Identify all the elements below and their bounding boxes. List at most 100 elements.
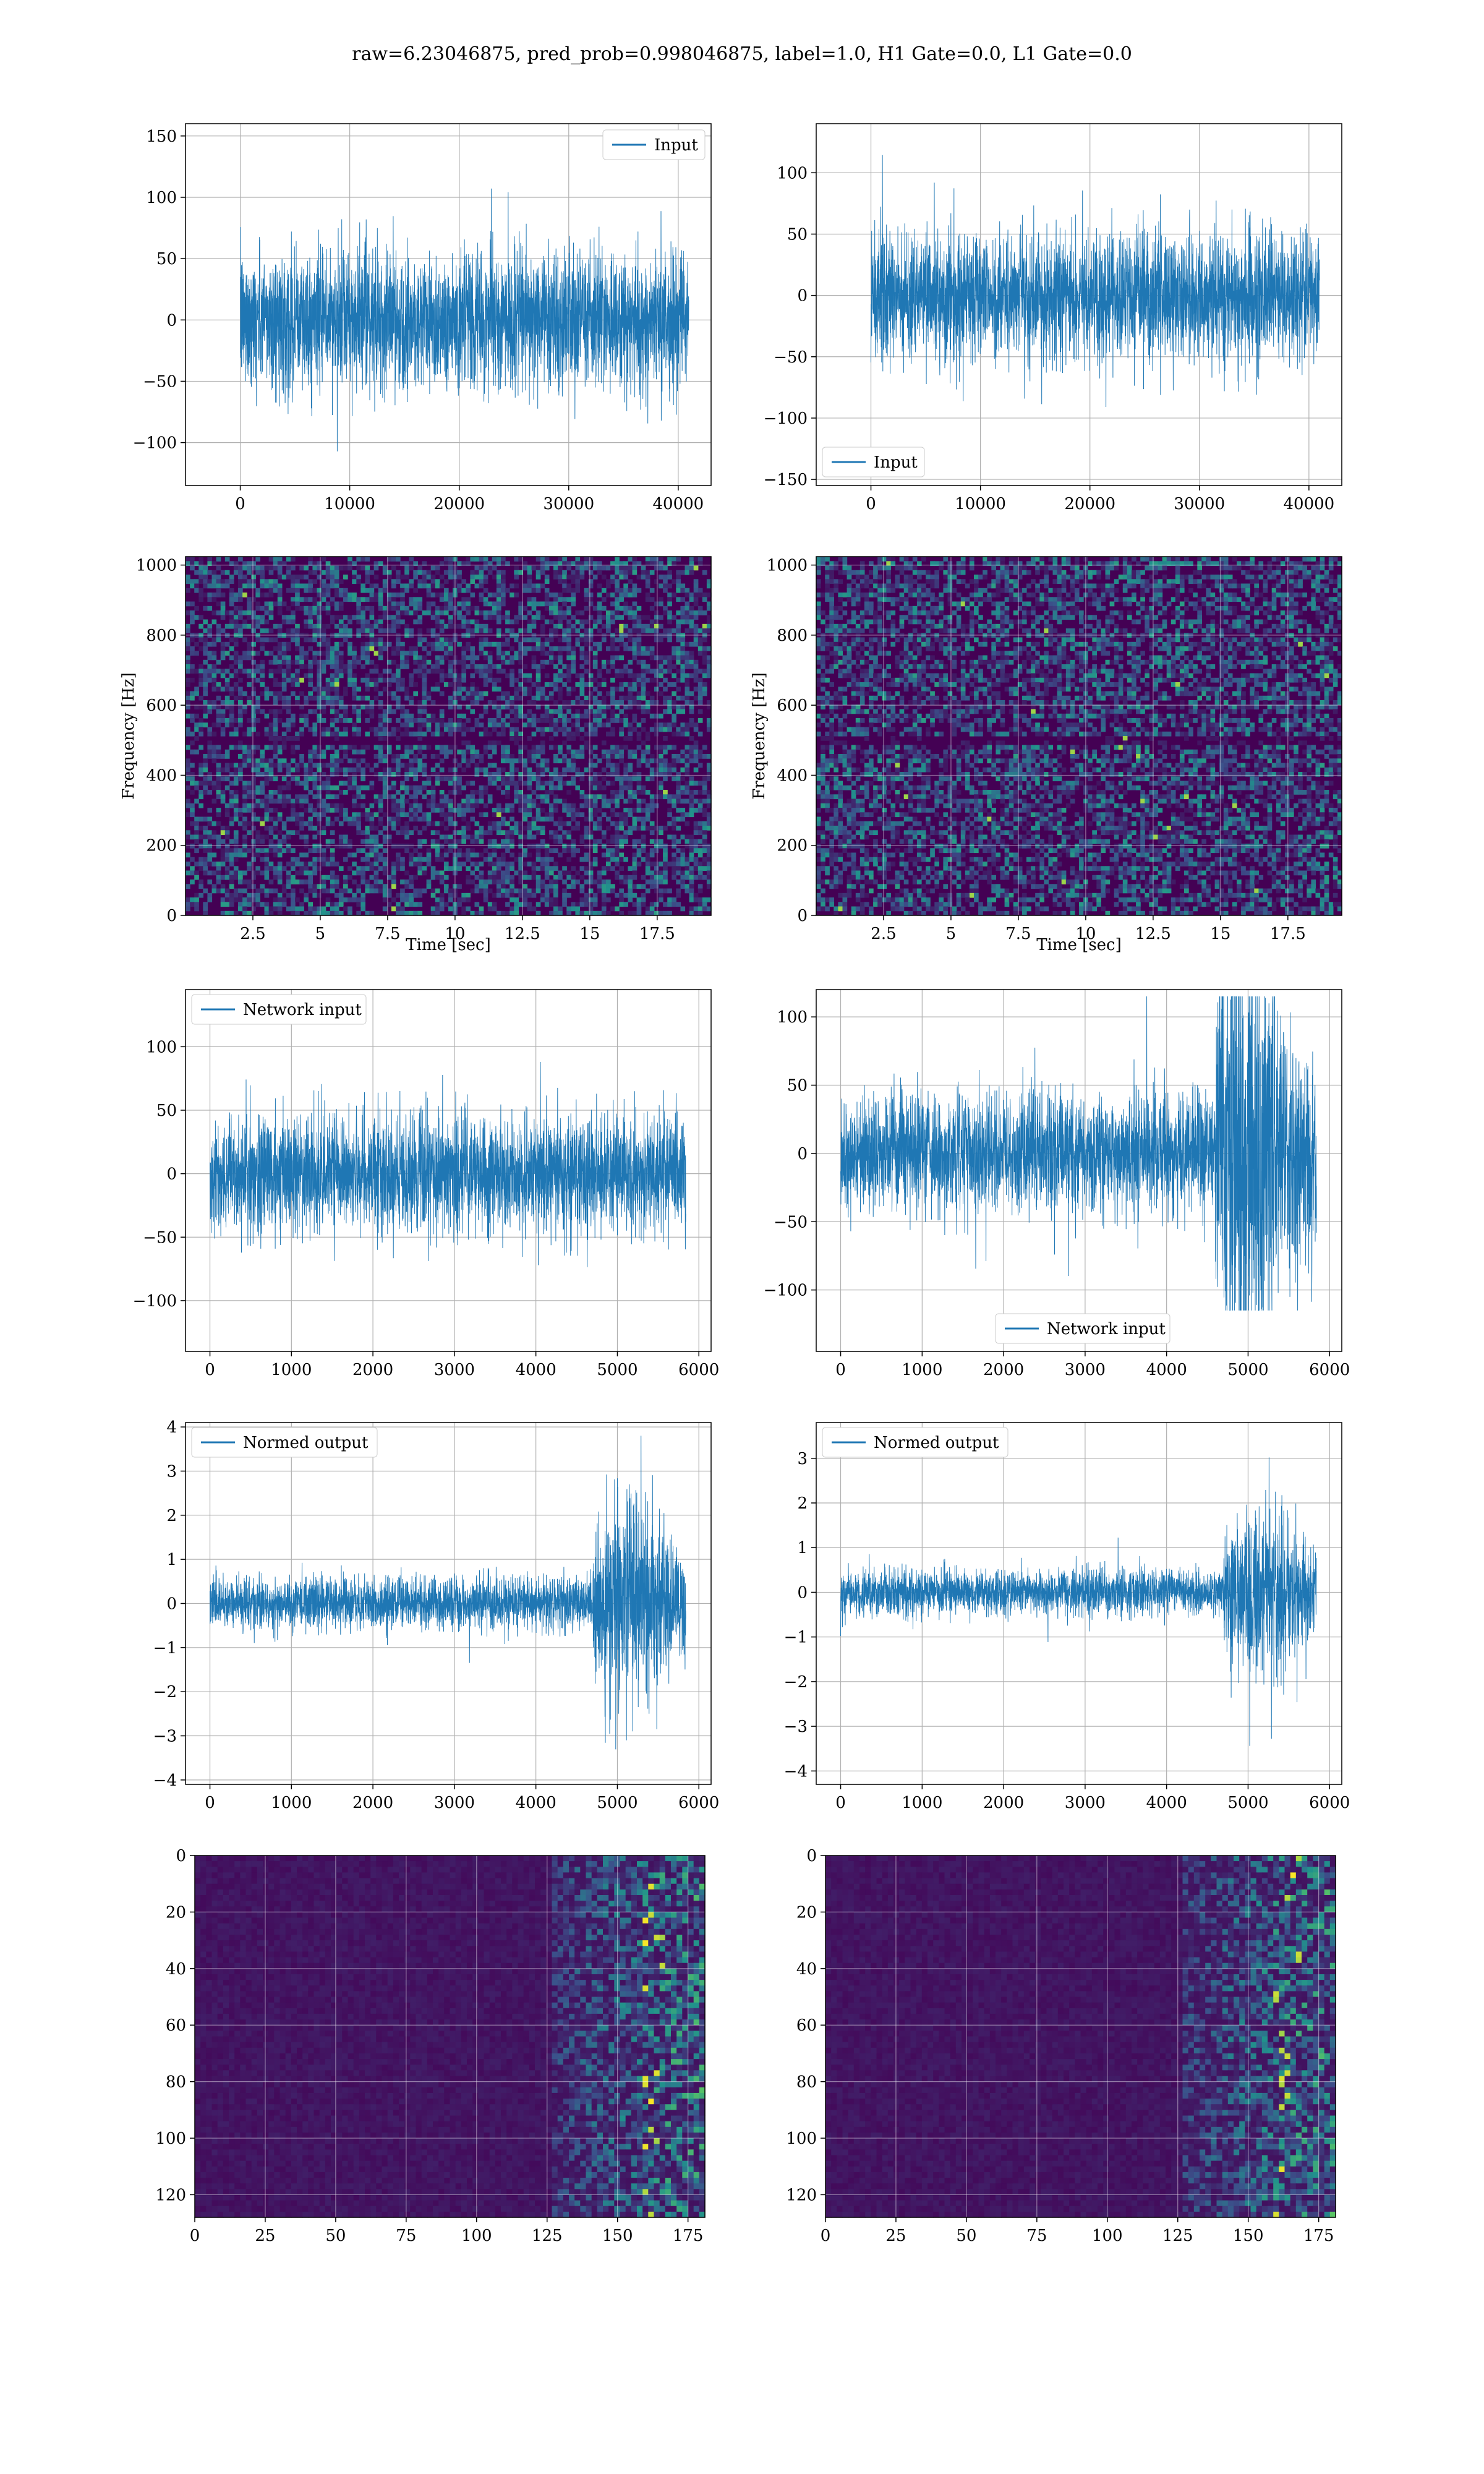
spectrogram-cell bbox=[260, 669, 265, 674]
spectrogram-cell bbox=[680, 870, 686, 876]
spectrogram-cell bbox=[544, 852, 550, 858]
spectrogram-cell bbox=[396, 718, 401, 723]
spectrogram-cell bbox=[558, 579, 563, 584]
spectrogram-cell bbox=[706, 763, 712, 768]
spectrogram-cell bbox=[672, 646, 676, 651]
spectrogram-cell bbox=[496, 821, 501, 826]
spectrogram-cell bbox=[273, 763, 278, 768]
spectrogram-cell bbox=[501, 579, 506, 584]
spectrogram-cell bbox=[286, 848, 291, 854]
spectrogram-cell bbox=[544, 812, 550, 818]
spectrogram-cell bbox=[535, 588, 541, 593]
spectrogram-cell bbox=[544, 641, 550, 647]
spectrogram-cell bbox=[592, 862, 598, 867]
spectrogram-cell bbox=[203, 870, 208, 876]
spectrogram-cell bbox=[610, 709, 615, 714]
spectrogram-cell bbox=[216, 866, 221, 871]
spectrogram-cell bbox=[360, 695, 365, 701]
spectrogram-cell bbox=[404, 628, 409, 633]
spectrogram-cell bbox=[325, 695, 331, 701]
spectrogram-cell bbox=[281, 687, 287, 692]
spectrogram-cell bbox=[233, 772, 239, 777]
spectrogram-cell bbox=[667, 633, 672, 638]
spectrogram-cell bbox=[233, 561, 239, 567]
spectrogram-cell bbox=[558, 687, 563, 692]
spectrogram-cell bbox=[597, 641, 602, 647]
spectrogram-cell bbox=[518, 601, 523, 607]
spectrogram-cell bbox=[325, 821, 331, 826]
spectrogram-cell bbox=[251, 575, 256, 580]
spectrogram-cell bbox=[190, 749, 195, 755]
spectrogram-cell bbox=[373, 848, 379, 854]
spectrogram-cell bbox=[291, 619, 296, 625]
spectrogram-cell bbox=[268, 583, 274, 589]
spectrogram-cell bbox=[435, 844, 440, 849]
spectrogram-cell bbox=[378, 718, 383, 723]
spectrogram-cell bbox=[268, 794, 274, 800]
spectrogram-cell bbox=[501, 722, 506, 728]
spectrogram-cell bbox=[566, 830, 571, 836]
spectrogram-cell bbox=[601, 623, 607, 629]
spectrogram-cell bbox=[505, 588, 510, 593]
spectrogram-cell bbox=[413, 597, 418, 602]
spectrogram-cell bbox=[689, 606, 694, 611]
spectrogram-cell bbox=[435, 579, 440, 584]
spectrogram-cell bbox=[378, 727, 383, 732]
spectrogram-cell bbox=[592, 839, 598, 844]
spectrogram-cell bbox=[198, 772, 203, 777]
spectrogram-cell bbox=[562, 575, 567, 580]
spectrogram-cell bbox=[571, 758, 576, 764]
spectrogram-cell bbox=[689, 673, 694, 678]
spectrogram-cell bbox=[413, 646, 418, 651]
spectrogram-cell bbox=[268, 727, 274, 732]
spectrogram-cell bbox=[501, 588, 506, 593]
spectrogram-cell bbox=[697, 830, 703, 836]
spectrogram-cell bbox=[453, 695, 458, 701]
spectrogram-cell bbox=[453, 727, 458, 732]
spectrogram-cell bbox=[522, 664, 528, 669]
spectrogram-cell bbox=[531, 655, 537, 661]
spectrogram-cell bbox=[584, 669, 589, 674]
spectrogram-cell bbox=[273, 870, 278, 876]
spectrogram-cell bbox=[308, 749, 313, 755]
spectrogram-cell bbox=[632, 816, 638, 822]
spectrogram-cell bbox=[548, 808, 554, 813]
spectrogram-cell bbox=[238, 767, 243, 773]
spectrogram-cell bbox=[579, 677, 585, 683]
spectrogram-cell bbox=[706, 844, 712, 849]
spectrogram-cell bbox=[474, 691, 480, 696]
spectrogram-cell bbox=[697, 821, 703, 826]
spectrogram-cell bbox=[186, 713, 190, 719]
spectrogram-cell bbox=[404, 687, 409, 692]
spectrogram-cell bbox=[479, 870, 484, 876]
spectrogram-cell bbox=[264, 857, 270, 862]
spectrogram-cell bbox=[203, 628, 208, 633]
spectrogram-cell bbox=[443, 655, 449, 661]
spectrogram-cell bbox=[579, 794, 585, 800]
spectrogram-cell bbox=[697, 588, 703, 593]
spectrogram-cell bbox=[317, 593, 322, 597]
spectrogram-cell bbox=[672, 655, 676, 661]
spectrogram-cell bbox=[680, 641, 686, 647]
spectrogram-cell bbox=[426, 790, 432, 795]
spectrogram-cell bbox=[264, 862, 270, 867]
spectrogram-cell bbox=[281, 866, 287, 871]
spectrogram-cell bbox=[338, 808, 344, 813]
spectrogram-cell bbox=[558, 875, 563, 880]
spectrogram-cell bbox=[304, 673, 309, 678]
spectrogram-cell bbox=[645, 745, 650, 750]
spectrogram-cell bbox=[325, 565, 331, 571]
spectrogram-cell bbox=[295, 575, 300, 580]
spectrogram-cell bbox=[606, 803, 611, 808]
spectrogram-cell bbox=[584, 659, 589, 665]
spectrogram-cell bbox=[697, 691, 703, 696]
spectrogram-cell bbox=[453, 758, 458, 764]
spectrogram-cell bbox=[496, 628, 501, 633]
spectrogram-cell bbox=[448, 659, 453, 665]
spectrogram-cell bbox=[615, 834, 620, 840]
spectrogram-cell bbox=[448, 848, 453, 854]
spectrogram-cell bbox=[654, 844, 659, 849]
spectrogram-cell bbox=[211, 641, 217, 647]
spectrogram-cell bbox=[487, 870, 493, 876]
spectrogram-cell bbox=[457, 682, 462, 687]
